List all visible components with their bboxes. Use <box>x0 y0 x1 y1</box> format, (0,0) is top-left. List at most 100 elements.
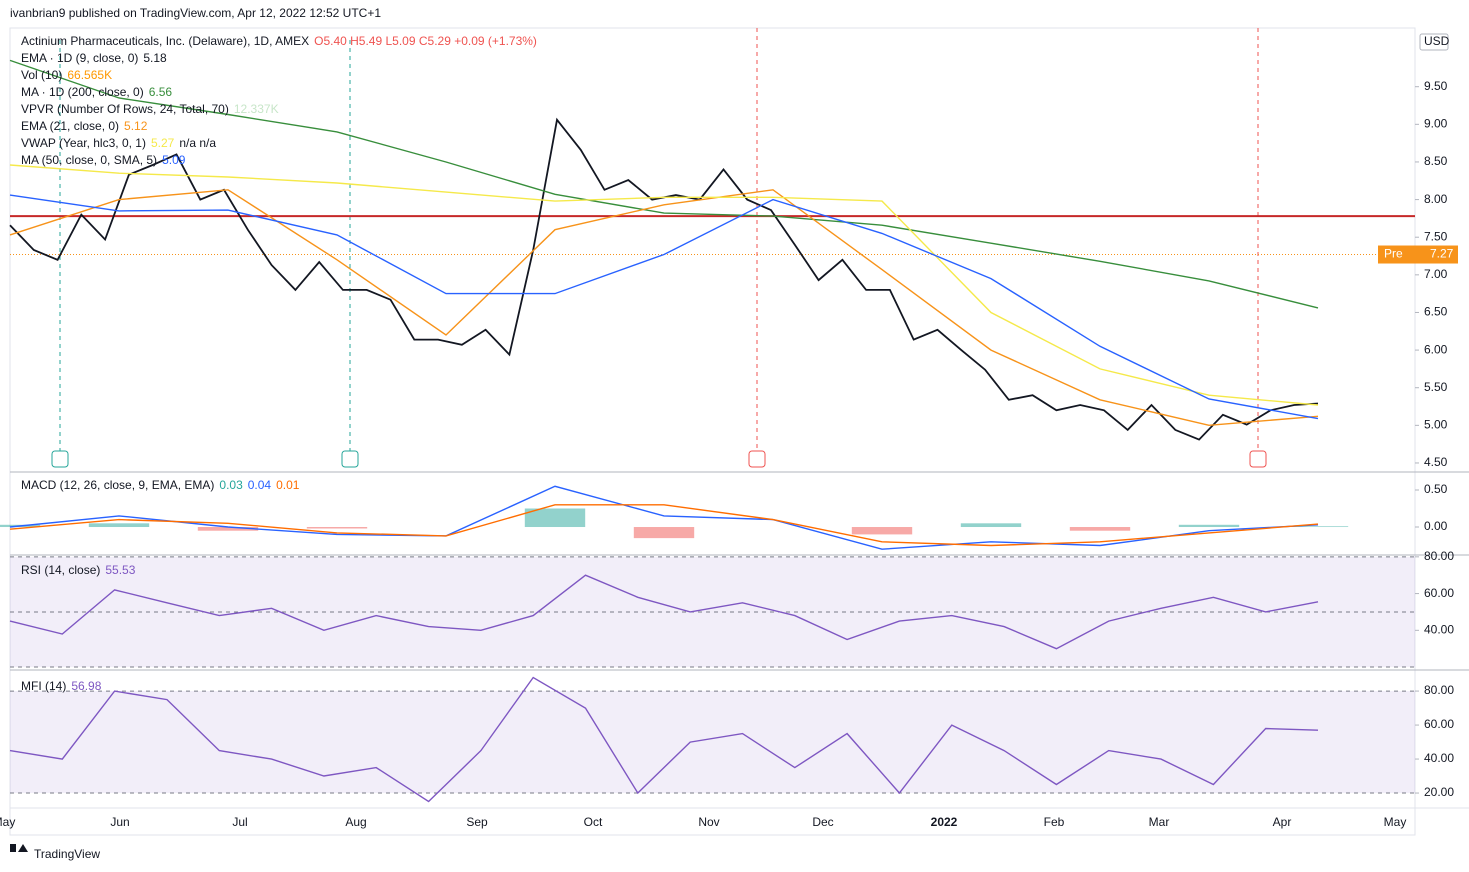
legend-name: VWAP (Year, hlc3, 0, 1) <box>21 136 146 150</box>
y-tick-label: 8.00 <box>1424 192 1448 206</box>
earnings-marker[interactable] <box>341 450 359 468</box>
legend-value: 12.337K <box>234 102 279 116</box>
y-tick-label: 7.50 <box>1424 229 1448 243</box>
y-tick-label: 7.00 <box>1424 267 1448 281</box>
y-tick-label: 40.00 <box>1424 751 1454 765</box>
x-tick-label: Feb <box>1044 815 1065 829</box>
legend-value: 0.04 <box>248 478 272 492</box>
x-tick-label: Jul <box>232 815 247 829</box>
currency: USD <box>1424 34 1450 48</box>
legend-name: MA (50, close, 0, SMA, 5) <box>21 153 157 167</box>
legend-extra: n/a n/a <box>179 136 216 150</box>
footer: TradingView <box>34 847 100 861</box>
legend-value: 5.12 <box>124 119 148 133</box>
histogram-bar <box>1287 526 1349 528</box>
legend-row: RSI (14, close) 55.53 <box>21 563 136 577</box>
earnings-marker[interactable] <box>1249 450 1267 468</box>
x-tick-label: Aug <box>345 815 366 829</box>
legend-value: 0.01 <box>276 478 300 492</box>
histogram-bar <box>197 527 259 531</box>
y-tick-label: 9.00 <box>1424 116 1448 130</box>
y-tick-label: 6.50 <box>1424 305 1448 319</box>
legend-name: VPVR (Number Of Rows, 24, Total, 70) <box>21 102 229 116</box>
pre-price-tag <box>1378 245 1458 264</box>
legend-row: VWAP (Year, hlc3, 0, 1) 5.27 n/a n/a <box>21 136 216 150</box>
y-tick-label: 8.50 <box>1424 154 1448 168</box>
y-tick-label: 80.00 <box>1424 549 1454 563</box>
legend-row: MA (50, close, 0, SMA, 5) 5.09 <box>21 153 186 167</box>
histogram-bar <box>633 527 695 539</box>
x-tick-label: Jun <box>110 815 129 829</box>
series-line <box>9 574 1319 650</box>
series-line <box>9 164 1319 406</box>
x-tick-label: Mar <box>1149 815 1170 829</box>
histogram-bar <box>1178 524 1240 528</box>
ohlc: O5.40 H5.49 L5.09 C5.29 +0.09 (+1.73%) <box>314 34 537 48</box>
x-tick-label: Nov <box>698 815 719 829</box>
legend-row: MA · 1D (200, close, 0) 6.56 <box>21 85 172 99</box>
y-tick-label: 5.00 <box>1424 418 1448 432</box>
y-tick-label: 60.00 <box>1424 717 1454 731</box>
histogram-bar <box>1069 527 1131 531</box>
legend-row: VPVR (Number Of Rows, 24, Total, 70) 12.3… <box>21 102 279 116</box>
y-tick-label: 40.00 <box>1424 622 1454 636</box>
x-tick-label: 2022 <box>931 815 958 829</box>
legend-row: Vol (10) 66.565K <box>21 68 112 82</box>
legend-value: 5.09 <box>162 153 186 167</box>
y-tick-label: 9.50 <box>1424 79 1448 93</box>
series-line <box>9 485 1319 550</box>
chart-title: MACD (12, 26, close, 9, EMA, EMA) <box>21 478 214 492</box>
x-tick-label: Dec <box>812 815 833 829</box>
legend-value: 56.98 <box>71 679 101 693</box>
header: ivanbrian9 published on TradingView.com,… <box>10 6 381 20</box>
series-line <box>9 59 1319 309</box>
earnings-marker[interactable] <box>51 450 69 468</box>
y-tick-label: 4.50 <box>1424 455 1448 469</box>
legend-row: MFI (14) 56.98 <box>21 679 102 693</box>
legend-value: 55.53 <box>105 563 135 577</box>
legend-name: Vol (10) <box>21 68 62 82</box>
legend-value: 0.03 <box>219 478 243 492</box>
x-tick-label: Oct <box>584 815 603 829</box>
legend-value: 5.27 <box>151 136 175 150</box>
legend-row: Actinium Pharmaceuticals, Inc. (Delaware… <box>21 34 537 48</box>
pre-price: 7.27 <box>1430 247 1454 261</box>
earnings-marker[interactable] <box>748 450 766 468</box>
legend-value: 6.56 <box>149 85 173 99</box>
histogram-bar <box>524 508 586 528</box>
x-tick-label: May <box>1384 815 1407 829</box>
tradingview-logo <box>10 844 28 852</box>
series-line <box>9 504 1319 547</box>
legend-name: EMA · 1D (9, close, 0) <box>21 51 138 65</box>
y-tick-label: 60.00 <box>1424 586 1454 600</box>
y-tick-label: 0.50 <box>1424 482 1448 496</box>
histogram-bar <box>960 523 1022 528</box>
series-line <box>9 676 1319 803</box>
histogram-bar <box>851 527 913 535</box>
series-line <box>9 189 1319 427</box>
histogram-bar <box>88 523 150 528</box>
legend-value: 5.18 <box>143 51 167 65</box>
chart-title: MFI (14) <box>21 679 66 693</box>
histogram-bar <box>306 527 368 529</box>
legend-name: EMA (21, close, 0) <box>21 119 119 133</box>
x-tick-label: Apr <box>1273 815 1292 829</box>
legend-name: MA · 1D (200, close, 0) <box>21 85 144 99</box>
band-fill <box>10 691 1415 794</box>
series-line <box>9 194 1319 420</box>
x-tick-label: Sep <box>466 815 488 829</box>
chart-title: Actinium Pharmaceuticals, Inc. (Delaware… <box>21 34 309 48</box>
y-tick-label: 0.00 <box>1424 519 1448 533</box>
earnings-markers <box>51 450 1267 468</box>
y-tick-label: 80.00 <box>1424 683 1454 697</box>
legend-row: EMA (21, close, 0) 5.12 <box>21 119 148 133</box>
x-tick-label: May <box>0 815 15 829</box>
pre-label: Pre <box>1384 247 1403 261</box>
y-tick-label: 20.00 <box>1424 785 1454 799</box>
legend-row: EMA · 1D (9, close, 0) 5.18 <box>21 51 167 65</box>
y-tick-label: 6.00 <box>1424 342 1448 356</box>
y-tick-label: 5.50 <box>1424 380 1448 394</box>
legend-value: 66.565K <box>67 68 112 82</box>
